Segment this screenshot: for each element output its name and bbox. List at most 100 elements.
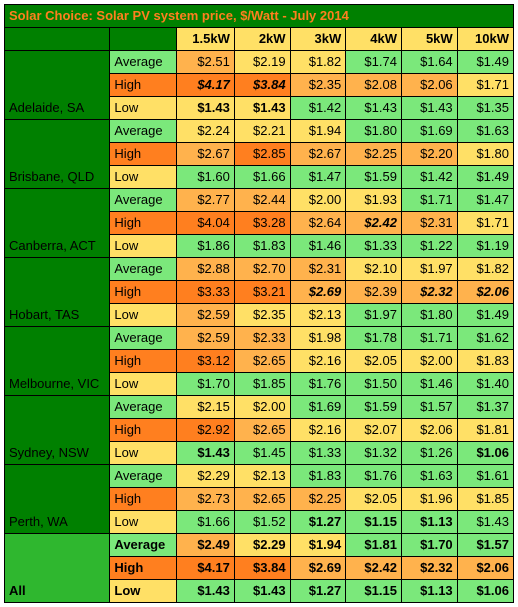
value-cell: $1.15 [346, 580, 402, 603]
header-3kw: 3kW [290, 28, 346, 51]
value-cell: $1.94 [290, 534, 346, 557]
value-cell: $1.57 [457, 534, 513, 557]
value-cell: $1.63 [401, 465, 457, 488]
stat-label: Low [110, 511, 177, 534]
value-cell: $2.08 [346, 74, 402, 97]
value-cell: $2.73 [177, 488, 235, 511]
stat-label: Low [110, 442, 177, 465]
value-cell: $2.20 [401, 143, 457, 166]
stat-label: Average [110, 327, 177, 350]
value-cell: $1.85 [457, 488, 513, 511]
value-cell: $1.60 [177, 166, 235, 189]
stat-label: Low [110, 580, 177, 603]
value-cell: $2.16 [290, 350, 346, 373]
value-cell: $2.49 [177, 534, 235, 557]
value-cell: $1.71 [401, 189, 457, 212]
value-cell: $2.67 [177, 143, 235, 166]
stat-label: Low [110, 373, 177, 396]
value-cell: $1.76 [346, 465, 402, 488]
value-cell: $1.06 [457, 442, 513, 465]
value-cell: $1.86 [177, 235, 235, 258]
stat-label: Average [110, 51, 177, 74]
value-cell: $1.46 [401, 373, 457, 396]
value-cell: $2.29 [234, 534, 290, 557]
value-cell: $3.84 [234, 74, 290, 97]
value-cell: $2.42 [346, 212, 402, 235]
value-cell: $2.05 [346, 350, 402, 373]
city-label: Hobart, TAS [5, 258, 110, 327]
stat-label: Average [110, 258, 177, 281]
value-cell: $1.80 [401, 304, 457, 327]
stat-label: High [110, 74, 177, 97]
value-cell: $1.76 [290, 373, 346, 396]
value-cell: $1.49 [457, 304, 513, 327]
value-cell: $1.78 [346, 327, 402, 350]
value-cell: $2.00 [290, 189, 346, 212]
value-cell: $1.59 [346, 166, 402, 189]
value-cell: $2.69 [290, 557, 346, 580]
city-label: Melbourne, VIC [5, 327, 110, 396]
city-label: Sydney, NSW [5, 396, 110, 465]
header-1.5kw: 1.5kW [177, 28, 235, 51]
value-cell: $1.80 [457, 143, 513, 166]
stat-label: Average [110, 120, 177, 143]
value-cell: $2.21 [234, 120, 290, 143]
value-cell: $1.27 [290, 580, 346, 603]
value-cell: $2.67 [290, 143, 346, 166]
value-cell: $2.59 [177, 304, 235, 327]
value-cell: $1.42 [290, 97, 346, 120]
stat-label: High [110, 212, 177, 235]
stat-label: High [110, 488, 177, 511]
value-cell: $2.70 [234, 258, 290, 281]
stat-label: High [110, 281, 177, 304]
value-cell: $1.71 [457, 212, 513, 235]
value-cell: $2.13 [290, 304, 346, 327]
value-cell: $4.17 [177, 74, 235, 97]
value-cell: $1.19 [457, 235, 513, 258]
value-cell: $1.97 [401, 258, 457, 281]
value-cell: $3.84 [234, 557, 290, 580]
value-cell: $1.45 [234, 442, 290, 465]
stat-label: Average [110, 396, 177, 419]
value-cell: $1.66 [177, 511, 235, 534]
value-cell: $1.22 [401, 235, 457, 258]
value-cell: $1.64 [401, 51, 457, 74]
value-cell: $2.35 [234, 304, 290, 327]
value-cell: $1.81 [346, 534, 402, 557]
value-cell: $1.43 [457, 511, 513, 534]
value-cell: $2.06 [457, 281, 513, 304]
value-cell: $2.25 [290, 488, 346, 511]
value-cell: $1.37 [457, 396, 513, 419]
value-cell: $2.25 [346, 143, 402, 166]
value-cell: $3.21 [234, 281, 290, 304]
value-cell: $1.98 [290, 327, 346, 350]
stat-label: Average [110, 534, 177, 557]
value-cell: $4.04 [177, 212, 235, 235]
value-cell: $1.43 [401, 97, 457, 120]
value-cell: $1.70 [177, 373, 235, 396]
value-cell: $1.47 [290, 166, 346, 189]
value-cell: $2.69 [290, 281, 346, 304]
value-cell: $2.39 [346, 281, 402, 304]
value-cell: $4.17 [177, 557, 235, 580]
value-cell: $2.31 [290, 258, 346, 281]
value-cell: $3.12 [177, 350, 235, 373]
stat-label: Low [110, 235, 177, 258]
city-label: Brisbane, QLD [5, 120, 110, 189]
value-cell: $1.71 [457, 74, 513, 97]
value-cell: $1.82 [457, 258, 513, 281]
value-cell: $1.32 [346, 442, 402, 465]
stat-label: Low [110, 97, 177, 120]
value-cell: $1.85 [234, 373, 290, 396]
value-cell: $1.61 [457, 465, 513, 488]
header-4kw: 4kW [346, 28, 402, 51]
city-label: Canberra, ACT [5, 189, 110, 258]
value-cell: $1.93 [346, 189, 402, 212]
value-cell: $1.50 [346, 373, 402, 396]
value-cell: $1.43 [177, 442, 235, 465]
value-cell: $1.06 [457, 580, 513, 603]
stat-label: High [110, 143, 177, 166]
value-cell: $1.83 [457, 350, 513, 373]
value-cell: $1.43 [177, 97, 235, 120]
value-cell: $1.80 [346, 120, 402, 143]
